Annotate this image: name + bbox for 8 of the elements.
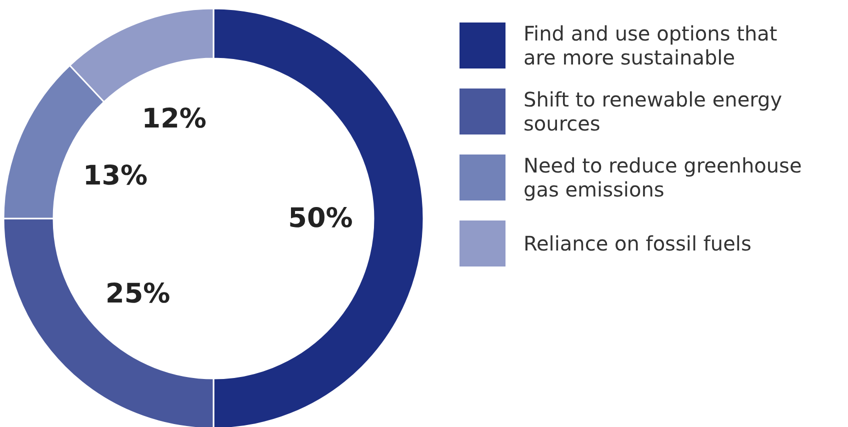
legend-label: Need to reduce greenhouse gas emissions <box>524 154 802 202</box>
data-label: 50% <box>288 203 353 234</box>
data-label: 25% <box>106 278 170 310</box>
legend-label: Find and use options that are more sustainable <box>524 22 778 70</box>
legend-label: Reliance on fossil fuels <box>524 232 752 256</box>
data-label: 12% <box>142 104 206 135</box>
legend-label: Shift to renewable energy sources <box>524 88 782 136</box>
data-label: 13% <box>82 160 148 192</box>
